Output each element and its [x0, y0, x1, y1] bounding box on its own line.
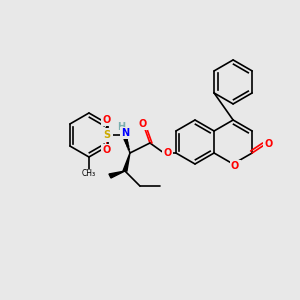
- Text: O: O: [139, 119, 147, 129]
- Text: CH₃: CH₃: [82, 169, 96, 178]
- Text: O: O: [103, 115, 111, 125]
- Text: O: O: [164, 148, 172, 158]
- Text: N: N: [121, 128, 129, 138]
- Text: O: O: [264, 139, 272, 149]
- Polygon shape: [109, 171, 125, 178]
- Polygon shape: [123, 153, 130, 171]
- Text: O: O: [103, 145, 111, 155]
- Text: H: H: [117, 122, 125, 132]
- Text: O: O: [231, 161, 239, 171]
- Text: S: S: [103, 130, 110, 140]
